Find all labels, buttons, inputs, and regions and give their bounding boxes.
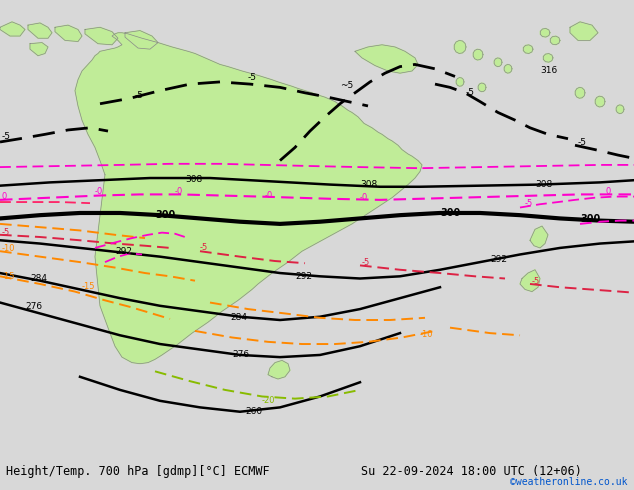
- Text: 0: 0: [605, 187, 611, 196]
- Text: -10: -10: [2, 244, 15, 253]
- Polygon shape: [616, 105, 624, 114]
- Polygon shape: [268, 361, 290, 379]
- Text: -5: -5: [525, 199, 533, 208]
- Text: -5: -5: [466, 88, 475, 97]
- Polygon shape: [355, 45, 418, 73]
- Polygon shape: [30, 43, 48, 56]
- Text: Height/Temp. 700 hPa [gdmp][°C] ECMWF: Height/Temp. 700 hPa [gdmp][°C] ECMWF: [6, 465, 270, 478]
- Text: 308: 308: [185, 175, 202, 184]
- Polygon shape: [540, 28, 550, 37]
- Text: 0: 0: [2, 192, 7, 201]
- Text: 300: 300: [440, 208, 460, 218]
- Text: -5: -5: [532, 277, 540, 286]
- Text: -0: -0: [95, 187, 103, 196]
- Text: 292: 292: [295, 271, 312, 280]
- Text: -5: -5: [578, 138, 587, 147]
- Text: -20: -20: [262, 396, 276, 405]
- Text: 284: 284: [230, 313, 247, 322]
- Text: 260: 260: [245, 407, 262, 416]
- Text: 316: 316: [540, 66, 557, 75]
- Polygon shape: [0, 22, 25, 36]
- Text: ©weatheronline.co.uk: ©weatheronline.co.uk: [510, 477, 628, 487]
- Text: 276: 276: [232, 350, 249, 359]
- Text: -5: -5: [2, 132, 11, 141]
- Text: Su 22-09-2024 18:00 UTC (12+06): Su 22-09-2024 18:00 UTC (12+06): [361, 465, 582, 478]
- Polygon shape: [473, 49, 483, 60]
- Text: -0: -0: [360, 193, 368, 202]
- Polygon shape: [575, 87, 585, 98]
- Text: -15: -15: [2, 271, 15, 280]
- Text: -5: -5: [135, 91, 144, 100]
- Text: 292: 292: [490, 255, 507, 264]
- Text: ~5: ~5: [340, 81, 353, 91]
- Polygon shape: [504, 65, 512, 73]
- Polygon shape: [494, 58, 502, 67]
- Polygon shape: [523, 45, 533, 53]
- Text: -5: -5: [248, 73, 257, 82]
- Text: -5: -5: [200, 243, 208, 252]
- Polygon shape: [595, 96, 605, 107]
- Polygon shape: [520, 270, 540, 292]
- Polygon shape: [28, 23, 52, 38]
- Polygon shape: [454, 41, 466, 53]
- Text: 300: 300: [580, 214, 600, 224]
- Text: 276: 276: [25, 302, 42, 311]
- Polygon shape: [530, 226, 548, 248]
- Text: 300: 300: [155, 210, 175, 221]
- Text: -15: -15: [82, 282, 96, 292]
- Text: 308: 308: [535, 180, 552, 189]
- Polygon shape: [456, 77, 464, 86]
- Text: -10: -10: [420, 330, 434, 340]
- Polygon shape: [85, 27, 118, 45]
- Text: -5: -5: [362, 258, 370, 268]
- Text: -0: -0: [265, 191, 273, 200]
- Polygon shape: [550, 36, 560, 45]
- Polygon shape: [125, 30, 158, 49]
- Polygon shape: [55, 25, 82, 42]
- Text: 292: 292: [115, 247, 132, 256]
- Polygon shape: [75, 33, 422, 364]
- Polygon shape: [543, 53, 553, 62]
- Text: -5: -5: [2, 228, 10, 237]
- Text: 284: 284: [30, 274, 47, 283]
- Text: 308: 308: [360, 180, 377, 189]
- Polygon shape: [570, 22, 598, 40]
- Polygon shape: [478, 83, 486, 92]
- Text: -0: -0: [175, 187, 183, 196]
